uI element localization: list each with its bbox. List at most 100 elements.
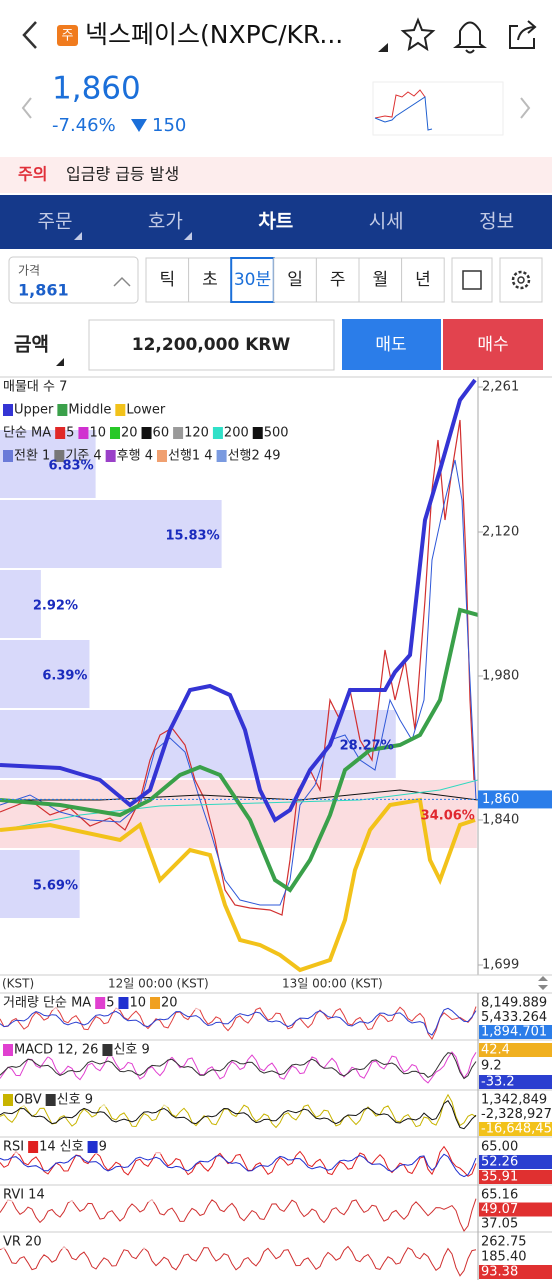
legend-swatch (3, 450, 13, 462)
indicator-line (0, 1198, 477, 1232)
period-button[interactable] (145, 257, 190, 303)
legend-label: 20 (161, 996, 178, 1011)
legend-label: 신호 9 (113, 1043, 149, 1058)
favorite-button[interactable] (400, 17, 436, 52)
prev-button[interactable] (21, 97, 32, 119)
badge-text: 주 (62, 29, 74, 44)
price-box[interactable] (8, 256, 139, 304)
toggle-button[interactable] (451, 257, 493, 303)
badge (57, 25, 78, 46)
back-button[interactable] (22, 21, 37, 49)
period-label: 주 (330, 270, 346, 290)
buy-label: 매수 (477, 335, 508, 355)
legend-swatch (3, 404, 13, 416)
legend-swatch (3, 1044, 13, 1056)
sell-button[interactable] (342, 319, 441, 370)
volume-profile-label: 6.39% (42, 669, 87, 684)
settings-button[interactable] (499, 257, 543, 303)
legend-swatch (150, 997, 161, 1009)
next-button[interactable] (520, 97, 531, 119)
order-label[interactable]: 금액 (14, 334, 49, 356)
legend-swatch (28, 1141, 39, 1153)
volume-profile-bar (0, 430, 96, 498)
tab[interactable]: 시세 (369, 211, 404, 233)
period-button[interactable] (358, 257, 403, 303)
amount-box[interactable] (88, 319, 335, 371)
title[interactable]: 넥스페이스(NXPC/KR... (85, 20, 343, 49)
y-tick-label: 2,261 (482, 380, 519, 395)
x-label: 12일 00:00 (KST) (108, 977, 209, 991)
value-box (479, 1043, 552, 1057)
checkbox[interactable] (462, 270, 482, 290)
share-button[interactable] (509, 20, 537, 49)
legend-label: Middle (68, 403, 111, 418)
bollinger-middle (0, 607, 478, 893)
legend-label: 9 (99, 1140, 107, 1155)
buy-button[interactable] (443, 319, 543, 370)
period-button[interactable] (188, 257, 232, 303)
period-button[interactable] (315, 257, 360, 303)
volume-profile-label: 34.06% (421, 809, 475, 824)
indicator-line (0, 1052, 477, 1080)
legend-swatch (141, 427, 152, 439)
legend-swatch (87, 1141, 98, 1153)
legend-swatch (45, 1094, 56, 1106)
tab[interactable]: 호가 (148, 211, 183, 233)
legend-label: RVI 14 (3, 1188, 45, 1203)
indicator-value: 1,342,849 (481, 1093, 547, 1108)
change-abs: 150 (152, 115, 186, 136)
legend-swatch (57, 404, 68, 416)
legend-label: MACD 12, 26 (14, 1043, 98, 1058)
legend-label: 5 (106, 996, 114, 1011)
volume-profile-label: 2.92% (33, 599, 78, 614)
down-icon (131, 119, 147, 132)
dropdown-icon[interactable] (378, 43, 388, 52)
tab[interactable]: 차트 (258, 211, 293, 233)
legend-label: 전환 1 (14, 449, 50, 464)
value-box (479, 1075, 552, 1089)
tab[interactable]: 주문 (38, 211, 73, 233)
value-box (479, 1265, 552, 1279)
indicator-value: 42.4 (481, 1043, 510, 1058)
mini-line (374, 89, 426, 119)
volume-profile-label: 6.83% (49, 459, 94, 474)
period-button[interactable] (273, 257, 317, 303)
legend-swatch (173, 427, 184, 439)
volume-profile-label: 28.27% (340, 739, 394, 754)
volume-profile-bar (0, 500, 222, 568)
mini-line (374, 96, 433, 131)
indicator-line (0, 1153, 477, 1178)
gear-icon (517, 276, 525, 284)
price-box-arrow (113, 276, 131, 287)
legend-swatch (102, 1044, 113, 1056)
change-pct: -7.46% (52, 115, 116, 136)
legend-label: 매물대 수 7 (3, 380, 67, 395)
indicator-value: -2,328,927 (481, 1107, 552, 1122)
indicator-value: 52.26 (481, 1155, 518, 1170)
x-label: 13일 00:00 (KST) (282, 977, 383, 991)
legend-swatch (3, 1094, 13, 1106)
volume-profile-bar (0, 570, 41, 638)
period-button[interactable] (230, 257, 275, 303)
ma-line (0, 779, 478, 831)
indicator-line (0, 1006, 477, 1041)
scale-toggle[interactable] (538, 976, 548, 990)
volume-profile-label: 5.69% (33, 879, 78, 894)
legend-label: 10 (89, 426, 106, 441)
y-tick-label: 1,840 (482, 812, 519, 827)
amount: 12,200,000 KRW (132, 335, 291, 355)
period-button[interactable] (401, 257, 445, 303)
notice-bar (0, 157, 552, 193)
legend-label: Lower (126, 403, 166, 418)
period-label: 월 (372, 270, 388, 290)
indicator-value: 49.07 (481, 1202, 518, 1217)
legend-backdrop (0, 1042, 200, 1057)
tab[interactable]: 정보 (479, 211, 514, 233)
alert-button[interactable] (453, 21, 487, 54)
legend-label: 14 (39, 1140, 56, 1155)
value-box (479, 1025, 552, 1039)
indicator-value: 185.40 (481, 1250, 527, 1265)
current-price-box (478, 790, 552, 809)
